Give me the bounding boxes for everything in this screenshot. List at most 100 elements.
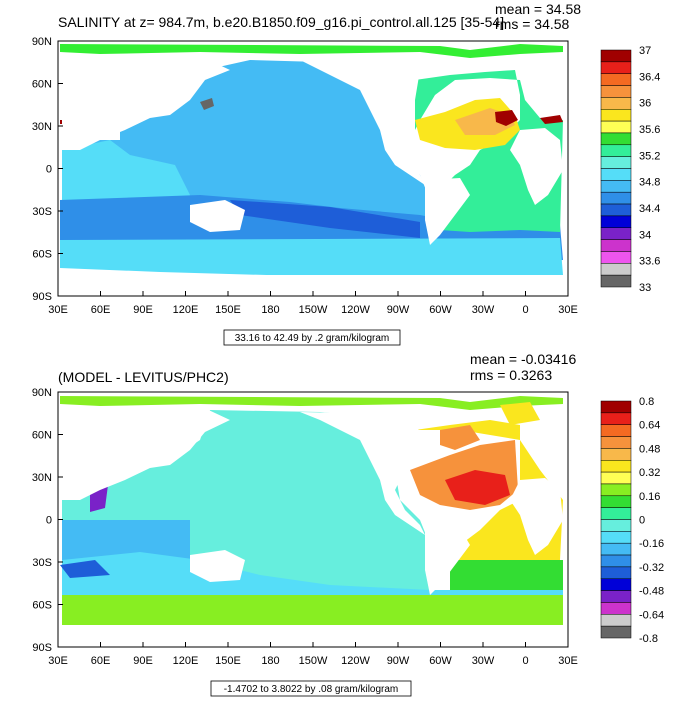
y-tick-label: 90N [32,36,52,48]
y-tick-label: 90S [32,291,52,303]
south-america-land-2 [425,528,470,595]
x-tick-label: 120E [173,304,199,316]
colorbar-swatch [600,49,632,63]
x-tick-label: 90W [387,655,410,667]
y-tick-label: 0 [46,515,52,527]
colorbar-label: 0 [639,515,645,527]
x-tick-label: 30E [558,304,578,316]
y-tick-label: 30S [32,557,52,569]
colorbar-swatch [600,85,632,98]
colorbar-label: 0.8 [639,396,654,408]
x-tick-label: 180 [261,655,279,667]
y-tick-label: 30N [32,121,52,133]
x-tick-label: 30E [48,304,68,316]
panel2-range-note: -1.4702 to 3.8022 by .08 gram/kilogram [224,684,399,695]
africa-land [510,128,563,205]
colorbar-label: 34.8 [639,177,660,189]
colorbar-swatch [600,412,632,425]
x-tick-label: 90W [387,304,410,316]
colorbar-swatch [600,120,632,134]
y-tick-label: 60S [32,600,52,612]
colorbar-swatch [600,239,632,252]
southern-anomaly-band [62,552,563,600]
panel-difference: (MODEL - LEVITUS/PHC2) mean = -0.03416 r… [32,351,664,697]
panel1-map [57,40,569,297]
colorbar-swatch [600,132,632,146]
colorbar-label: 34 [639,229,651,241]
eurasia-land-2 [62,406,230,500]
eurasia-land [62,56,230,150]
colorbar-label: -0.64 [639,609,664,621]
nordic-anomaly [500,402,540,425]
colorbar-swatch [600,507,632,520]
panel2-axes: 90N 60N 30N 0 30S 60S 90S 30E 60E 90E 120E 150E 180… [32,387,578,667]
colorbar-swatch [600,602,632,615]
south-atlantic-anomaly [450,560,563,590]
colorbar-label: 0.48 [639,443,660,455]
x-tick-label: 60E [91,304,111,316]
x-tick-label: 0 [522,655,528,667]
x-tick-label: 90E [133,304,153,316]
panel1-x-labels: 30E 60E 90E 120E 150E 180 150W 120W 90W 60W 30W 0 30… [48,291,578,316]
mediterranean-outflow [495,110,518,126]
panel2-y-labels: 90N 60N 30N 0 30S 60S 90S [32,387,63,654]
colorbar-swatch [600,424,632,437]
y-tick-label: 30N [32,472,52,484]
x-tick-label: 120W [341,304,370,316]
africa-land-2 [510,478,563,555]
south-america-land [425,178,470,245]
arctic-anomaly-band [60,396,563,410]
x-tick-label: 150E [215,304,241,316]
panel-salinity: SALINITY at z= 984.7m, b.e20.B1850.f09_g… [32,1,660,346]
x-tick-label: 60W [429,304,452,316]
antarctic-anomaly-band [62,595,563,625]
colorbar-label: 36.4 [639,71,660,83]
colorbar-swatch [600,263,632,276]
x-tick-label: 150W [299,304,328,316]
colorbar-label: 33 [639,282,651,294]
colorbar-label: -0.32 [639,562,664,574]
arctic-salinity-band [60,44,563,58]
x-tick-label: 0 [522,304,528,316]
colorbar-swatch [600,460,632,473]
colorbar-label: -0.48 [639,586,664,598]
panel1-range-box [223,329,401,346]
antarctica-land [60,275,563,296]
colorbar-label: 37 [639,45,651,57]
colorbar-swatch [600,436,632,449]
x-tick-label: 120W [341,655,370,667]
antarctica-land-2 [60,625,563,647]
x-tick-label: 150E [215,655,241,667]
panel1-title: SALINITY at z= 984.7m, b.e20.B1850.f09_g… [58,14,504,30]
australia-land [190,200,245,232]
colorbar-label: 33.6 [639,256,660,268]
x-tick-label: 60E [91,655,111,667]
colorbar-label: 35.2 [639,150,660,162]
panel1-mean: mean = 34.58 [495,1,581,17]
colorbar-swatch [600,109,632,122]
colorbar-swatch [600,471,632,485]
y-tick-label: 60N [32,79,52,91]
y-tick-label: 30S [32,206,52,218]
australia-land-2 [190,550,245,582]
colorbar-swatch [600,483,632,497]
colorbar-label: 0.32 [639,467,660,479]
panel2-mean: mean = -0.03416 [470,351,576,367]
colorbar-swatch [600,156,632,169]
y-tick-label: 90S [32,642,52,654]
y-tick-label: 60N [32,430,52,442]
colorbar-swatch [600,144,632,157]
colorbar-swatch [600,180,632,193]
colorbar-swatch [600,227,632,240]
mediterranean-sea [540,115,563,124]
y-tick-label: 90N [32,387,52,399]
colorbar-swatch [600,251,632,264]
panel1-range-note: 33.16 to 42.49 by .2 gram/kilogram [235,333,390,344]
antarctic-salinity-band [60,238,563,278]
colorbar-swatch [600,531,632,544]
x-tick-label: 30W [472,655,495,667]
colorbar-label: -0.16 [639,538,664,550]
deep-blue-band [230,200,420,238]
colorbar-swatch [600,97,632,110]
colorbar-swatch [600,215,632,228]
